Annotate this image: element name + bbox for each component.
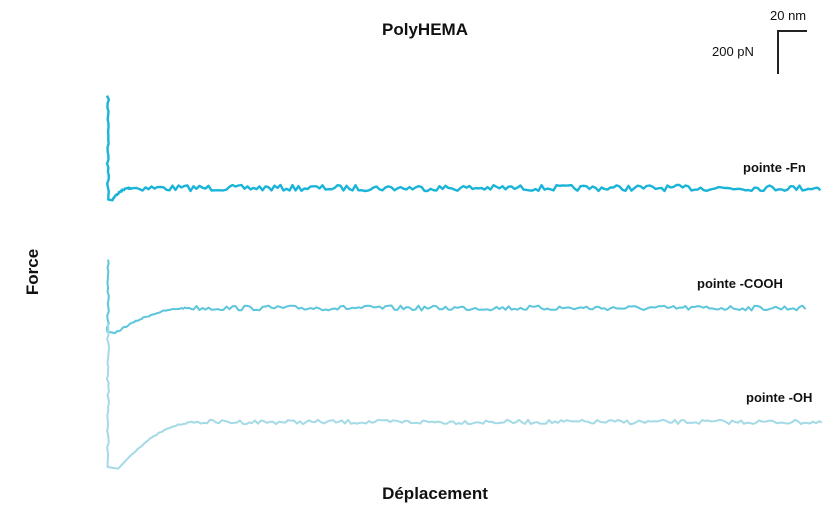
series-line-fn bbox=[105, 95, 822, 202]
chart-title: PolyHEMA bbox=[382, 20, 468, 39]
scale-bar-vertical bbox=[777, 30, 779, 74]
series-label-fn: pointe -Fn bbox=[743, 160, 806, 175]
series-line-cooh bbox=[106, 259, 807, 335]
scale-bar-x-label: 20 nm bbox=[770, 8, 807, 23]
x-axis-label: Déplacement bbox=[382, 484, 488, 503]
series-label-cooh: pointe -COOH bbox=[697, 276, 783, 291]
series-label-oh: pointe -OH bbox=[746, 390, 813, 405]
series-line-oh bbox=[106, 322, 823, 470]
scale-bar-y-label: 200 pN bbox=[712, 44, 754, 59]
scale-bar-horizontal bbox=[777, 30, 807, 32]
